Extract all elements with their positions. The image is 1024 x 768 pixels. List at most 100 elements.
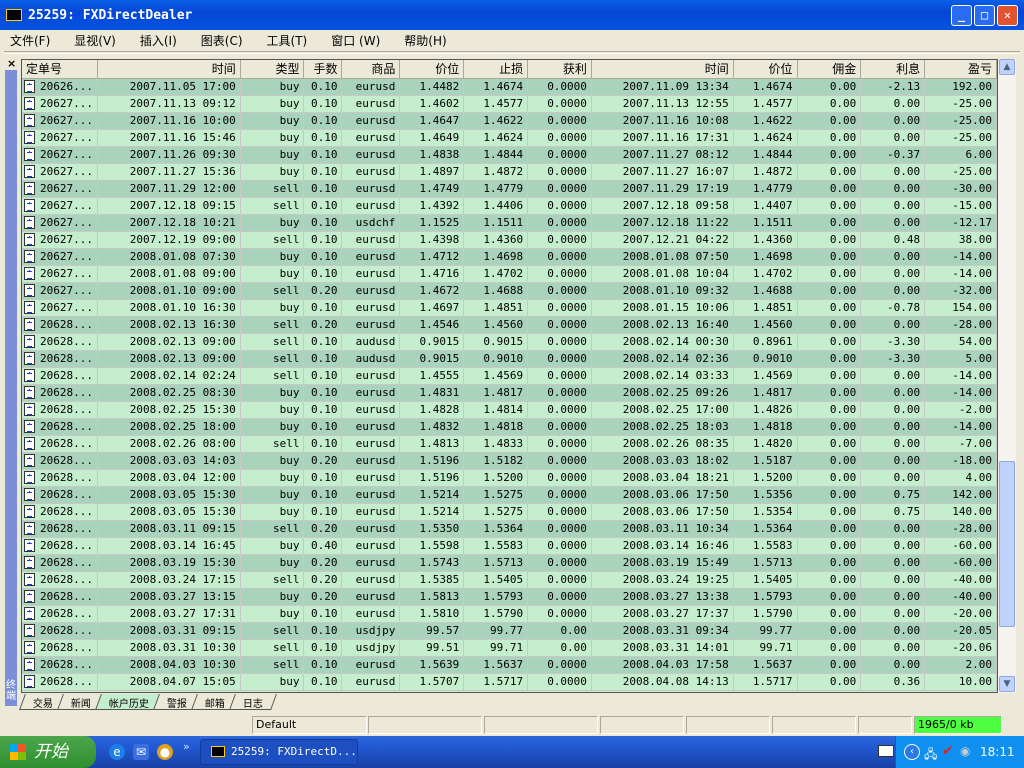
- table-row[interactable]: 20627... 2007.11.16 10:00 buy 0.10 eurusd 1.4…: [22, 112, 997, 130]
- table-row[interactable]: 20627... 2007.12.18 10:21 buy 0.10 usdchf 1.1…: [22, 214, 997, 232]
- network-icon[interactable]: 🖧: [924, 747, 938, 761]
- table-row[interactable]: 20627... 2008.01.10 09:00 sell 0.20 eurusd 1.…: [22, 282, 997, 300]
- vertical-scrollbar[interactable]: ▲ ▼: [998, 59, 1016, 693]
- table-row[interactable]: 20628... 2008.02.14 02:24 sell 0.10 eurusd 1.…: [22, 367, 997, 385]
- outlook-express-icon[interactable]: ✉: [133, 744, 149, 760]
- internet-explorer-icon[interactable]: e: [109, 744, 125, 760]
- cell: 1.5196: [399, 452, 465, 470]
- keyboard-icon[interactable]: [878, 745, 894, 757]
- minimize-button[interactable]: _: [951, 5, 972, 26]
- table-row[interactable]: 20627... 2007.11.26 09:30 buy 0.10 eurusd 1.4…: [22, 146, 997, 164]
- table-row[interactable]: 20628... 2008.04.03 10:30 sell 0.10 eurusd 1.…: [22, 656, 997, 674]
- cell: 20628...: [22, 350, 98, 368]
- menu-item-1[interactable]: 显视(V): [74, 33, 116, 48]
- cell-value: 1.4407: [752, 199, 793, 212]
- table-row[interactable]: 20628... 2008.02.25 15:30 buy 0.10 eurusd 1.4…: [22, 401, 997, 419]
- table-row[interactable]: 20627... 2007.11.29 12:00 sell 0.10 eurusd 1.…: [22, 180, 997, 198]
- table-row[interactable]: 20628... 2008.03.05 15:30 buy 0.10 eurusd 1.5…: [22, 503, 997, 521]
- table-row[interactable]: 20628... 2008.03.31 09:15 sell 0.10 usdjpy 99…: [22, 622, 997, 640]
- menu-item-4[interactable]: 工具(T): [266, 33, 308, 48]
- table-row[interactable]: 20626... 2007.11.05 17:00 buy 0.10 eurusd 1.4…: [22, 78, 997, 96]
- media-icon[interactable]: ●: [157, 744, 173, 760]
- table-row[interactable]: 20628... 2008.02.25 18:00 buy 0.10 eurusd 1.4…: [22, 418, 997, 436]
- scroll-up-button[interactable]: ▲: [999, 59, 1015, 75]
- table-row[interactable]: 20627... 2007.12.18 09:15 sell 0.10 eurusd 1.…: [22, 197, 997, 215]
- column-header[interactable]: 止损: [463, 60, 529, 79]
- table-row[interactable]: 20627... 2007.11.16 15:46 buy 0.10 eurusd 1.4…: [22, 129, 997, 147]
- scroll-thumb[interactable]: [999, 461, 1015, 627]
- table-row[interactable]: 20627... 2007.12.19 09:00 sell 0.10 eurusd 1.…: [22, 231, 997, 249]
- table-row[interactable]: 20628... 2008.02.13 16:30 sell 0.20 eurusd 1.…: [22, 316, 997, 334]
- cell: 2008.03.11 10:34: [591, 520, 734, 538]
- table-row[interactable]: 20628... 2008.03.04 12:00 buy 0.10 eurusd 1.5…: [22, 469, 997, 487]
- table-row[interactable]: 20628... 2008.03.19 15:30 buy 0.20 eurusd 1.5…: [22, 554, 997, 572]
- cell-value: -30.00: [952, 182, 992, 195]
- maximize-button[interactable]: □: [974, 5, 995, 26]
- table-row[interactable]: 20628... 2008.02.13 09:00 sell 0.10 audusd 0.…: [22, 333, 997, 351]
- column-header[interactable]: 获利: [527, 60, 592, 79]
- table-row[interactable]: 20627... 2008.01.10 16:30 buy 0.10 eurusd 1.4…: [22, 299, 997, 317]
- menu-item-0[interactable]: 文件(F): [10, 33, 51, 48]
- column-header[interactable]: 定单号: [22, 60, 98, 79]
- cell-value: 0.0000: [547, 420, 587, 433]
- table-row[interactable]: 20628... 2008.03.11 09:15 sell 0.20 eurusd 1.…: [22, 520, 997, 538]
- table-row[interactable]: 20627... 2007.11.13 09:12 buy 0.10 eurusd 1.4…: [22, 95, 997, 113]
- scroll-down-button[interactable]: ▼: [999, 676, 1015, 692]
- table-row[interactable]: 20628... 2008.04.07 15:05 buy 0.10 eurusd 1.5…: [22, 673, 997, 691]
- table-row[interactable]: 20628... 2008.02.26 08:00 sell 0.10 eurusd 1.…: [22, 435, 997, 453]
- menu-item-2[interactable]: 插入(I): [139, 33, 177, 48]
- table-row[interactable]: 20628... 2008.03.27 17:31 buy 0.10 eurusd 1.5…: [22, 605, 997, 623]
- cell-value: eurusd: [355, 284, 396, 297]
- antivirus-icon[interactable]: ✔: [942, 743, 954, 759]
- table-row[interactable]: 20628... 2008.02.13 09:00 sell 0.10 audusd 0.…: [22, 350, 997, 368]
- app-icon: [6, 9, 22, 21]
- volume-icon[interactable]: ◉: [960, 744, 971, 758]
- cell-value: 0.00: [829, 556, 857, 569]
- table-row[interactable]: 20627... 2008.01.08 07:30 buy 0.10 eurusd 1.4…: [22, 248, 997, 266]
- table-row[interactable]: 20628... 2008.03.05 15:30 buy 0.10 eurusd 1.5…: [22, 486, 997, 504]
- column-header[interactable]: 价位: [733, 60, 798, 79]
- terminal-close-icon[interactable]: ×: [7, 57, 17, 70]
- table-row[interactable]: 20628... 2008.02.25 08:30 buy 0.10 eurusd 1.4…: [22, 384, 997, 402]
- table-row[interactable]: 20628... 2008.03.14 16:45 buy 0.40 eurusd 1.5…: [22, 537, 997, 555]
- cell-value: -60.00: [952, 539, 992, 552]
- cell-value: buy: [279, 80, 300, 93]
- table-row[interactable]: 20627... 2007.11.27 15:36 buy 0.10 eurusd 1.4…: [22, 163, 997, 181]
- cell: eurusd: [341, 520, 401, 538]
- table-row[interactable]: 20628... 2008.03.03 14:03 buy 0.20 eurusd 1.5…: [22, 452, 997, 470]
- column-header[interactable]: 手数: [303, 60, 343, 79]
- column-header[interactable]: 佣金: [797, 60, 862, 79]
- tray-expand-icon[interactable]: ‹: [904, 744, 920, 760]
- cell-value: 0.0000: [547, 437, 587, 450]
- quicklaunch-chevron[interactable]: »: [183, 740, 190, 753]
- cell: -60.00: [924, 537, 997, 555]
- table-row[interactable]: 20628... 2008.03.24 17:15 sell 0.20 eurusd 1.…: [22, 571, 997, 589]
- column-header[interactable]: 利息: [860, 60, 926, 79]
- table-row[interactable]: 20628... 2008.03.31 10:30 sell 0.10 usdjpy 99…: [22, 639, 997, 657]
- column-header[interactable]: 时间: [97, 60, 241, 79]
- menu-item-3[interactable]: 图表(C): [200, 33, 243, 48]
- cell: 20627...: [22, 265, 98, 283]
- cell-value: 99.77: [489, 624, 524, 637]
- column-header[interactable]: 时间: [591, 60, 734, 79]
- column-header[interactable]: 盈亏: [924, 60, 997, 79]
- taskbar-item-fxdirectdealer[interactable]: 25259: FXDirectD...: [200, 739, 358, 765]
- cell: eurusd: [341, 112, 401, 130]
- table-row[interactable]: 20627... 2008.01.08 09:00 buy 0.10 eurusd 1.4…: [22, 265, 997, 283]
- start-button[interactable]: 开始: [0, 736, 96, 768]
- menu-item-6[interactable]: 帮助(H): [404, 33, 447, 48]
- menu-item-5[interactable]: 窗口 (W): [331, 33, 381, 48]
- column-header[interactable]: 商品: [341, 60, 401, 79]
- close-button[interactable]: ✕: [997, 5, 1018, 26]
- clock[interactable]: 18:11: [980, 745, 1015, 759]
- cell: 20627...: [22, 197, 98, 215]
- column-header[interactable]: 价位: [399, 60, 465, 79]
- cell-value: 1.4624: [752, 131, 793, 144]
- cell-value: 20627...: [40, 96, 93, 110]
- tab-5[interactable]: 日志: [229, 694, 277, 710]
- table-row[interactable]: 20628... 2008.03.27 13:15 buy 0.20 eurusd 1.5…: [22, 588, 997, 606]
- column-header[interactable]: 类型: [240, 60, 305, 79]
- cell: 0.20: [303, 316, 343, 334]
- cell-value: audusd: [355, 335, 396, 348]
- cell-value: sell: [272, 352, 300, 365]
